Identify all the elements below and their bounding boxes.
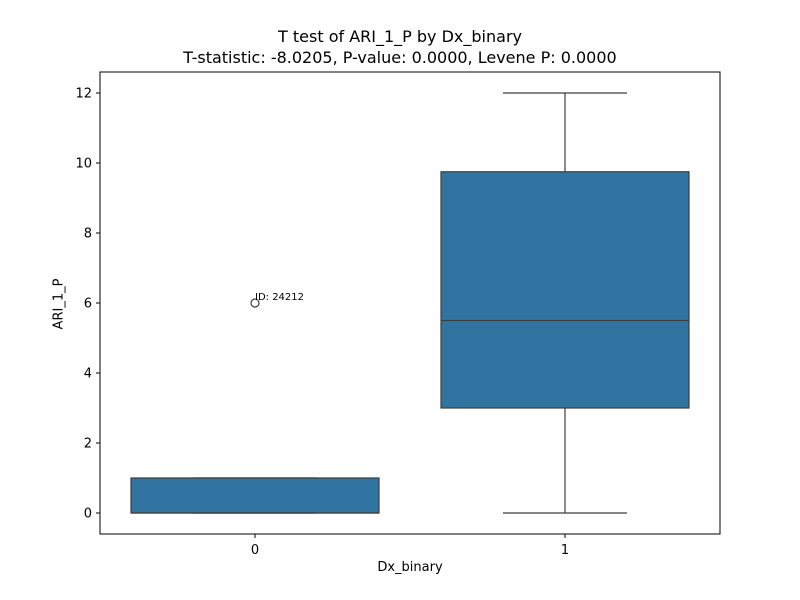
- outlier-label: ID: 24212: [255, 292, 304, 303]
- box-1: [440, 171, 690, 409]
- outlier-point: [250, 298, 260, 308]
- x-tick-label: 1: [561, 543, 569, 558]
- y-tick-label: 10: [75, 157, 92, 172]
- chart-title: T test of ARI_1_P by Dx_binary: [278, 27, 522, 46]
- y-tick-label: 0: [84, 507, 92, 522]
- y-axis-label: ARI_1_P: [51, 278, 67, 330]
- chart-subtitle: T-statistic: -8.0205, P-value: 0.0000, L…: [183, 48, 617, 67]
- plot-area: 0 2 4 6 8 10 12 0 1 ID: 24212: [75, 71, 721, 558]
- y-tick-label: 8: [84, 227, 92, 242]
- x-tick-label: 0: [251, 543, 259, 558]
- box-0: [130, 477, 380, 514]
- x-axis-label: Dx_binary: [377, 560, 443, 575]
- y-tick-label: 4: [84, 367, 92, 382]
- y-tick-label: 12: [75, 87, 92, 102]
- y-tick-label: 6: [84, 297, 92, 312]
- y-tick-label: 2: [84, 437, 92, 452]
